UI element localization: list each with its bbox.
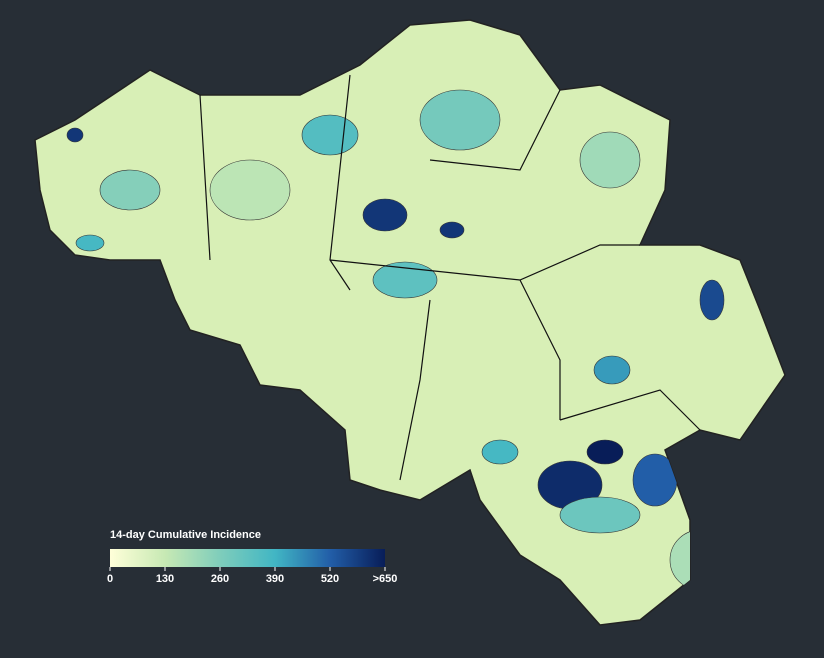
- legend-tick-label: 390: [266, 573, 284, 585]
- municipality-cluster: [75, 234, 105, 252]
- legend-tick-label: 130: [156, 573, 174, 585]
- municipality-cluster: [362, 198, 408, 232]
- municipality-cluster: [579, 131, 641, 189]
- municipality-cluster: [669, 529, 731, 591]
- municipality-cluster: [209, 159, 291, 221]
- municipality-cluster: [439, 221, 465, 239]
- legend-tick-label: >650: [373, 573, 398, 585]
- municipality-cluster: [699, 279, 725, 321]
- municipality-cluster: [372, 261, 438, 299]
- province-borders: [199, 74, 701, 481]
- legend-title: 14-day Cumulative Incidence: [110, 529, 261, 541]
- regions: [66, 89, 731, 591]
- municipality-cluster: [559, 496, 641, 534]
- municipality-cluster: [481, 439, 519, 465]
- municipality-cluster: [301, 114, 359, 156]
- municipality-cluster: [632, 453, 678, 507]
- municipality-cluster: [593, 355, 631, 385]
- legend-tick-label: 260: [211, 573, 229, 585]
- legend-tick-label: 520: [321, 573, 339, 585]
- municipality-cluster: [99, 169, 161, 211]
- legend-tick-label: 0: [107, 573, 113, 585]
- municipality-cluster: [419, 89, 501, 151]
- municipality-cluster: [586, 439, 624, 465]
- legend-colorbar: [110, 549, 385, 567]
- municipality-cluster: [66, 127, 84, 143]
